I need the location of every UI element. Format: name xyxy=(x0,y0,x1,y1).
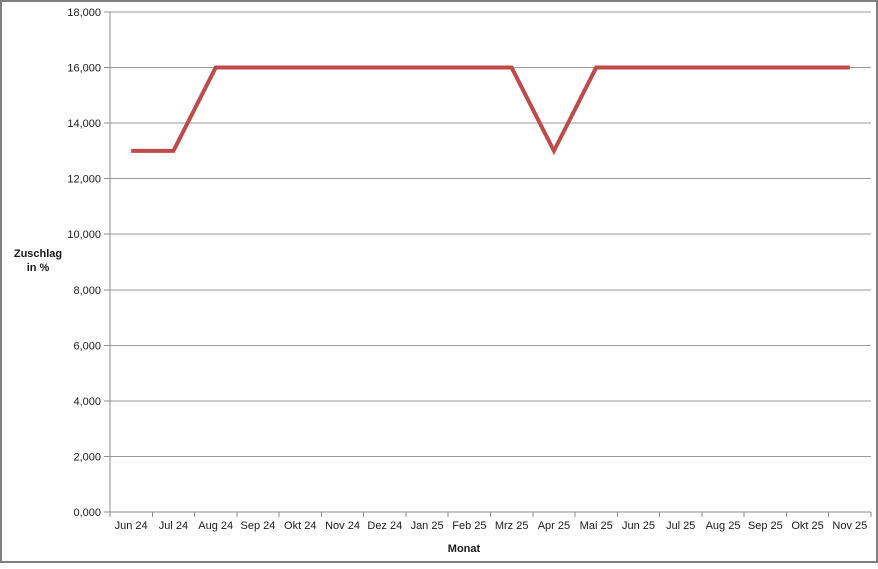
x-tick-label: Jan 25 xyxy=(411,520,444,532)
x-tick-label: Nov 24 xyxy=(325,520,360,532)
x-tick-label: Sep 25 xyxy=(748,520,783,532)
y-tick-label: 16,000 xyxy=(67,63,101,75)
y-tick-label: 4,000 xyxy=(73,396,101,408)
x-tick-label: Aug 25 xyxy=(706,520,741,532)
y-tick-label: 2,000 xyxy=(73,451,101,463)
x-tick-label: Apr 25 xyxy=(538,520,570,532)
x-tick-label: Nov 25 xyxy=(832,520,867,532)
y-axis-title-line-2: in % xyxy=(26,262,50,274)
x-tick-label: Dez 24 xyxy=(367,520,402,532)
x-tick-label: Jun 24 xyxy=(115,520,148,532)
x-tick-label: Okt 25 xyxy=(791,520,823,532)
x-tick-label: Jun 25 xyxy=(622,520,655,532)
y-tick-label: 12,000 xyxy=(67,174,101,186)
y-axis-title: Zuschlag in % xyxy=(6,247,70,275)
x-tick-label: Okt 24 xyxy=(284,520,316,532)
x-axis-title: Monat xyxy=(447,543,481,555)
y-tick-label: 10,000 xyxy=(67,229,101,241)
y-tick-label: 18,000 xyxy=(67,7,101,19)
x-tick-label: Mai 25 xyxy=(580,520,613,532)
y-tick-label: 14,000 xyxy=(67,118,101,130)
x-tick-label: Jul 25 xyxy=(666,520,695,532)
x-tick-label: Mrz 25 xyxy=(495,520,529,532)
x-tick-label: Sep 24 xyxy=(241,520,276,532)
x-tick-label: Aug 24 xyxy=(198,520,233,532)
y-tick-label: 0,000 xyxy=(73,507,101,519)
data-series-line xyxy=(131,65,850,156)
y-tick-label: 6,000 xyxy=(73,340,101,352)
x-tick-label: Jul 24 xyxy=(159,520,188,532)
y-axis-title-line-1: Zuschlag xyxy=(13,248,63,260)
y-tick-label: 8,000 xyxy=(73,285,101,297)
x-tick-label: Feb 25 xyxy=(452,520,486,532)
